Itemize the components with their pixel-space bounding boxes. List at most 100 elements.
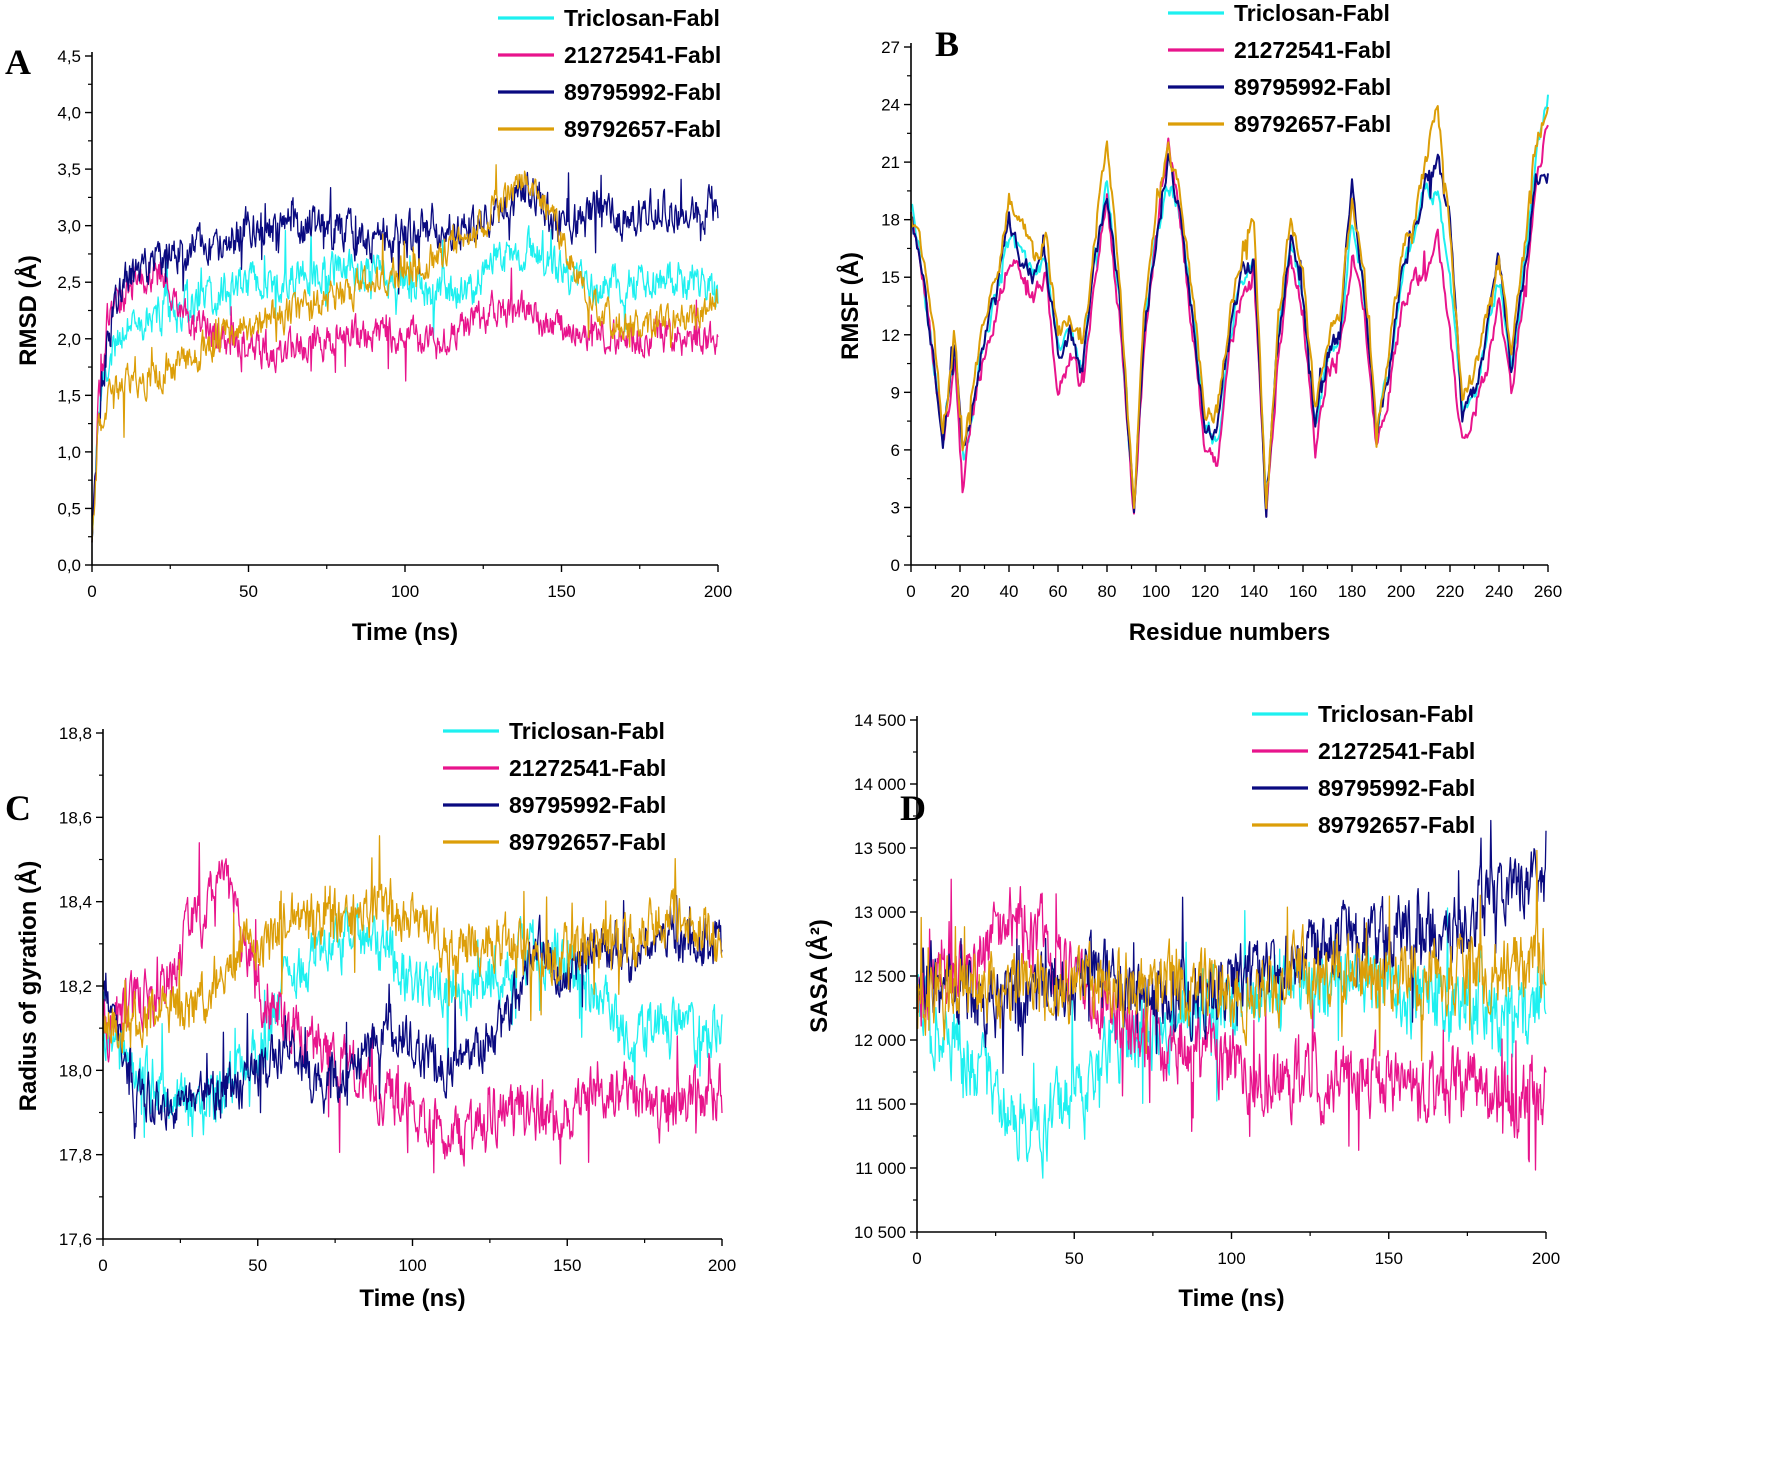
panel-a-y-tick-label: 4,5 <box>57 47 81 66</box>
panel-b-x-tick-label: 60 <box>1049 582 1068 601</box>
panel-c-letter: C <box>5 788 31 828</box>
panel-c-y-tick-label: 18,2 <box>59 977 92 996</box>
panel-a-y-tick-label: 3,5 <box>57 160 81 179</box>
panel-b-legend-label: 89795992-Fabl <box>1234 74 1391 100</box>
panel-c-x-tick-label: 0 <box>98 1256 107 1275</box>
panel-c-legend-label: 21272541-Fabl <box>509 755 666 781</box>
panel-d-x-axis-title: Time (ns) <box>1178 1285 1284 1312</box>
panel-a-ticks: 0 50 100 150 200 0,0 0,5 1,0 1,5 2,0 2,5 3,0 3,5 4,0 4… <box>57 47 732 601</box>
panel-b-x-tick-label: 140 <box>1240 582 1268 601</box>
panel-a-legend-label: 21272541-Fabl <box>564 42 721 68</box>
panel-d-y-tick-label: 10 500 <box>854 1223 906 1242</box>
panel-a-x-tick-label: 200 <box>704 582 732 601</box>
panel-b: B 0 20 40 60 80 100 120 140 160 180 200 220 240 260 0 3… <box>836 0 1562 646</box>
panel-d-x-tick-label: 0 <box>912 1249 921 1268</box>
panel-a-y-tick-label: 0,0 <box>57 556 81 575</box>
panel-b-x-tick-label: 20 <box>951 582 970 601</box>
panel-c-y-axis-title: Radius of gyration (Å) <box>14 861 42 1112</box>
panel-d-legend-label: 89795992-Fabl <box>1318 775 1475 801</box>
panel-c-x-tick-label: 150 <box>553 1256 581 1275</box>
panel-a-x-tick-label: 50 <box>239 582 258 601</box>
panel-d-letter: D <box>900 788 926 828</box>
panel-d-legend-label: 89792657-Fabl <box>1318 812 1475 838</box>
panel-b-legend-label: 21272541-Fabl <box>1234 37 1391 63</box>
panel-d-x-tick-label: 150 <box>1375 1249 1403 1268</box>
panel-d-series-layer <box>916 819 1547 1179</box>
panel-b-x-tick-label: 260 <box>1534 582 1562 601</box>
panel-d-legend: Triclosan-Fabl 21272541-Fabl 89795992-Fabl… <box>1252 701 1475 838</box>
panel-c-y-tick-label: 18,0 <box>59 1061 92 1080</box>
panel-b-y-tick-label: 9 <box>891 383 900 402</box>
panel-d-y-tick-label: 13 000 <box>854 903 906 922</box>
panel-b-x-tick-label: 180 <box>1338 582 1366 601</box>
panel-a-series-21272541-fabl <box>91 261 719 543</box>
panel-b-x-axis-title: Residue numbers <box>1129 619 1330 646</box>
panel-c-y-tick-label: 18,6 <box>59 808 92 827</box>
panel-a-y-tick-label: 1,0 <box>57 443 81 462</box>
panel-c-ticks: 0 50 100 150 200 17,6 17,8 18,0 18,2 18,4 18,6 18,8 <box>59 724 736 1275</box>
panel-a-x-axis-title: Time (ns) <box>352 619 458 646</box>
panel-c-legend-label: 89795992-Fabl <box>509 792 666 818</box>
panel-b-y-axis-title: RMSF (Å) <box>836 252 864 360</box>
panel-d-y-tick-label: 11 500 <box>855 1095 906 1114</box>
panel-b-x-tick-label: 100 <box>1142 582 1170 601</box>
panel-c-series-triclosan-fabl <box>102 903 723 1138</box>
panel-d-legend-label: 21272541-Fabl <box>1318 738 1475 764</box>
panel-b-x-tick-label: 80 <box>1098 582 1117 601</box>
panel-b-legend-label: 89792657-Fabl <box>1234 111 1391 137</box>
panel-d-y-tick-label: 13 500 <box>854 839 906 858</box>
panel-b-series-89795992-fabl <box>910 153 1549 518</box>
panel-a-y-tick-label: 1,5 <box>57 386 81 405</box>
panel-b-y-tick-label: 21 <box>881 153 900 172</box>
panel-b-legend: Triclosan-Fabl 21272541-Fabl 89795992-Fabl… <box>1168 0 1391 137</box>
panel-a: A 0 50 100 150 200 0,0 0,5 1,0 1,5 2,0 2,5 3,0 3,5 4,… <box>5 5 732 646</box>
panel-b-y-tick-label: 15 <box>881 268 900 287</box>
panel-b-ticks: 0 20 40 60 80 100 120 140 160 180 200 220 240 260 0 3 6 9… <box>881 38 1562 601</box>
panel-a-y-tick-label: 0,5 <box>57 499 81 518</box>
panel-c: C 0 50 100 150 200 17,6 17,8 18,0 18,2 18,4 18,6 18… <box>5 718 736 1312</box>
panel-b-y-tick-label: 6 <box>891 441 900 460</box>
panel-d-ticks: 0 50 100 150 200 10 500 11 000 11 500 12 000 12 5… <box>854 711 1560 1268</box>
panel-d-y-axis-title: SASA (Å²) <box>805 919 833 1033</box>
panel-a-series-89795992-fabl <box>91 171 719 543</box>
panel-b-x-tick-label: 120 <box>1191 582 1219 601</box>
panel-c-x-tick-label: 100 <box>398 1256 426 1275</box>
panel-b-y-tick-label: 0 <box>891 556 900 575</box>
panel-b-x-tick-label: 200 <box>1387 582 1415 601</box>
panel-a-legend: Triclosan-Fabl 21272541-Fabl 89795992-Fabl… <box>498 5 721 142</box>
panel-a-series-89792657-fabl <box>91 164 719 543</box>
panel-b-x-tick-label: 220 <box>1436 582 1464 601</box>
panel-d-series-89792657-fabl <box>916 849 1547 1062</box>
panel-c-x-tick-label: 50 <box>248 1256 267 1275</box>
panel-c-series-21272541-fabl <box>102 842 723 1174</box>
panel-d-series-89795992-fabl <box>916 819 1547 1074</box>
panel-c-legend: Triclosan-Fabl 21272541-Fabl 89795992-Fabl… <box>443 718 666 855</box>
panel-a-x-tick-label: 0 <box>87 582 96 601</box>
panel-b-series-89792657-fabl <box>910 105 1549 510</box>
panel-d-y-tick-label: 14 500 <box>854 711 906 730</box>
panel-a-y-tick-label: 3,0 <box>57 217 81 236</box>
panel-c-y-tick-label: 18,8 <box>59 724 92 743</box>
panel-c-y-tick-label: 17,6 <box>59 1230 92 1249</box>
panel-c-series-89792657-fabl <box>102 835 723 1054</box>
panel-a-legend-label: 89795992-Fabl <box>564 79 721 105</box>
panel-d-x-tick-label: 200 <box>1532 1249 1560 1268</box>
panel-d-x-tick-label: 50 <box>1065 1249 1084 1268</box>
panel-d-y-tick-label: 12 000 <box>854 1031 906 1050</box>
panel-a-legend-label: Triclosan-Fabl <box>564 5 720 31</box>
panel-a-y-tick-label: 2,0 <box>57 330 81 349</box>
panel-b-y-tick-label: 18 <box>881 211 900 230</box>
panel-d-y-tick-label: 12 500 <box>854 967 906 986</box>
panel-c-y-tick-label: 18,4 <box>59 893 92 912</box>
panel-b-x-tick-label: 0 <box>906 582 915 601</box>
panel-a-x-tick-label: 150 <box>547 582 575 601</box>
panel-b-series-layer <box>910 94 1549 518</box>
panel-a-legend-label: 89792657-Fabl <box>564 116 721 142</box>
panel-b-x-tick-label: 240 <box>1485 582 1513 601</box>
panel-a-y-axis-title: RMSD (Å) <box>14 255 42 366</box>
panel-d-x-tick-label: 100 <box>1217 1249 1245 1268</box>
panel-b-x-tick-label: 160 <box>1289 582 1317 601</box>
panel-c-x-tick-label: 200 <box>708 1256 736 1275</box>
panel-b-x-tick-label: 40 <box>1000 582 1019 601</box>
